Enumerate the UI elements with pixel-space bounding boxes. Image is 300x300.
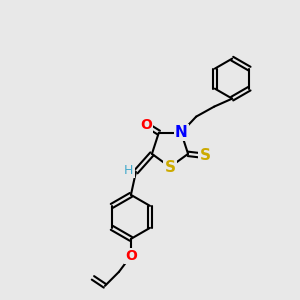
- Text: O: O: [140, 118, 152, 132]
- Text: S: S: [200, 148, 211, 164]
- Text: S: S: [164, 160, 175, 175]
- Text: H: H: [124, 164, 134, 177]
- Text: O: O: [125, 249, 137, 263]
- Text: N: N: [175, 125, 188, 140]
